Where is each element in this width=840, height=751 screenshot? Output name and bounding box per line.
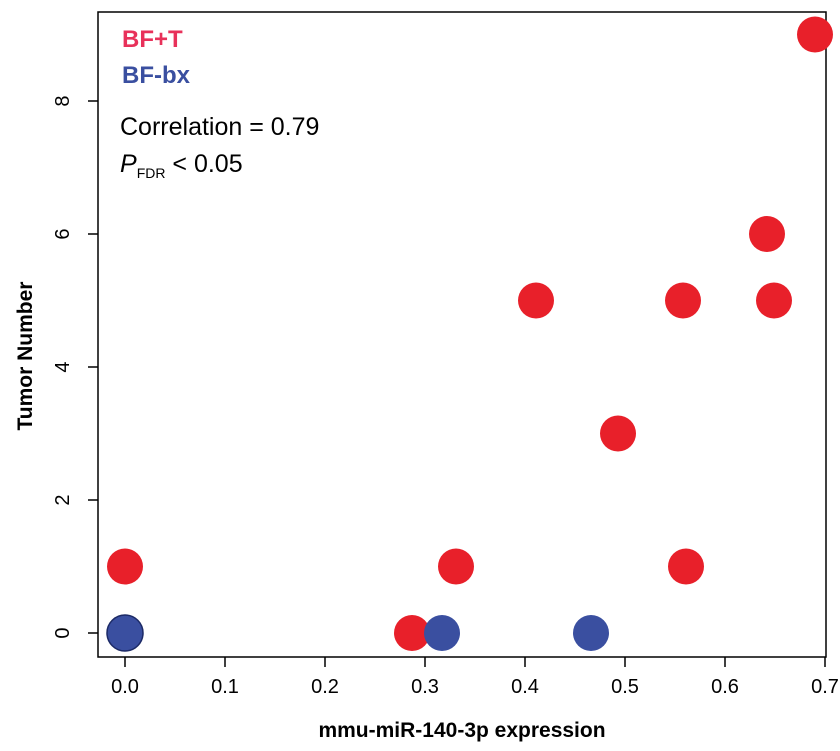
data-point-bf-t xyxy=(438,548,474,585)
y-axis: 0 2 4 6 8 xyxy=(52,95,98,639)
p-value-annotation: PFDR < 0.05 xyxy=(120,150,243,181)
data-point-bf-bx xyxy=(106,614,144,652)
x-tick-label: 0.3 xyxy=(411,676,439,698)
x-tick-label: 0.7 xyxy=(811,676,839,698)
y-tick-label: 6 xyxy=(52,228,74,239)
p-value-text: < 0.05 xyxy=(165,150,242,178)
y-tick-label: 8 xyxy=(52,95,74,106)
data-points xyxy=(106,16,833,652)
y-tick-label: 2 xyxy=(52,494,74,505)
data-point-bf-t xyxy=(668,548,704,585)
x-tick-label: 0.5 xyxy=(611,676,639,698)
data-point-bf-t xyxy=(749,216,785,252)
x-tick-label: 0.6 xyxy=(711,676,739,698)
data-point-bf-t xyxy=(756,282,792,319)
y-tick-label: 0 xyxy=(52,627,74,638)
p-subscript: FDR xyxy=(137,165,166,181)
data-point-bf-t xyxy=(518,282,554,319)
y-axis-title: Tumor Number xyxy=(14,282,37,431)
data-point-bf-t xyxy=(107,548,143,585)
legend-label-bf-t: BF+T xyxy=(122,26,183,53)
x-tick-label: 0.2 xyxy=(311,676,339,698)
y-tick-label: 4 xyxy=(52,361,74,372)
data-point-bf-t xyxy=(600,415,636,452)
x-axis-title: mmu-miR-140-3p expression xyxy=(318,719,605,742)
correlation-annotation: Correlation = 0.79 xyxy=(120,113,319,141)
legend-label-bf-bx: BF-bx xyxy=(122,62,191,89)
data-point-bf-t xyxy=(797,16,833,53)
x-axis: 0.0 0.1 0.2 0.3 0.4 0.5 0.6 0.7 xyxy=(111,657,839,698)
plot-frame xyxy=(97,11,827,658)
data-point-bf-t xyxy=(394,615,430,651)
data-point-bf-bx xyxy=(573,615,609,651)
x-tick-label: 0.4 xyxy=(511,676,539,698)
data-point-bf-t xyxy=(665,282,701,319)
p-symbol: P xyxy=(120,150,137,178)
x-tick-label: 0.0 xyxy=(111,676,139,698)
data-point-bf-bx xyxy=(424,615,460,651)
x-tick-label: 0.1 xyxy=(211,676,239,698)
